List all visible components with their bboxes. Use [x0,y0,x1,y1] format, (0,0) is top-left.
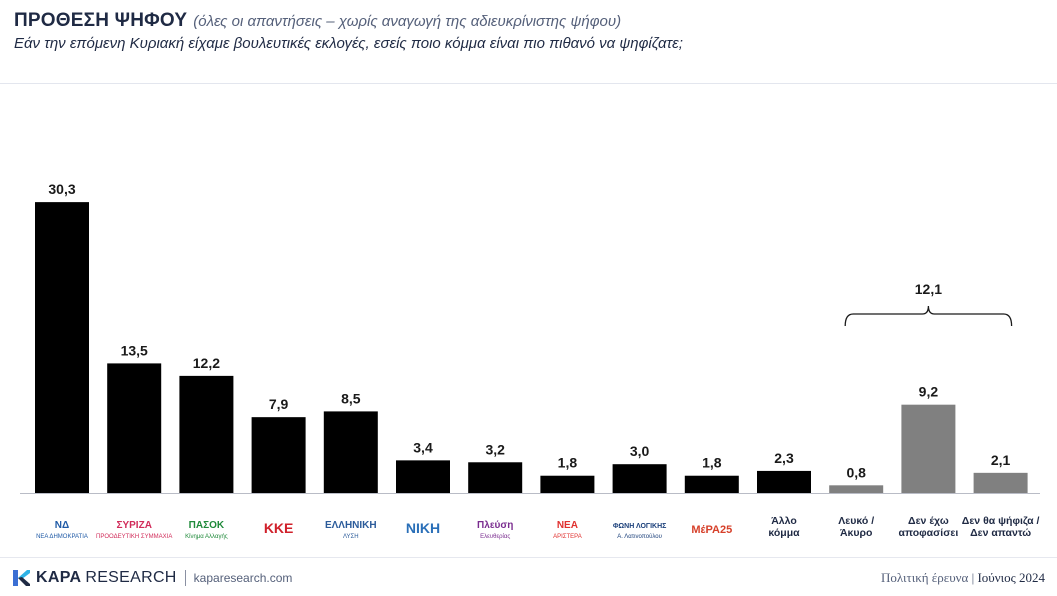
data-label: 0,8 [846,464,866,480]
party-logo: Πλεύση [477,520,513,531]
brand: KAPA RESEARCH kaparesearch.com [12,569,292,587]
party-logo: ΦΩΝΗ ΛΟΓΙΚΗΣ [613,523,667,530]
category-label: αποφασίσει [899,527,959,539]
party-logo: ΝΙΚΗ [406,520,440,536]
category-label: Άκυρο [840,527,872,539]
footer: KAPA RESEARCH kaparesearch.com Πολιτική … [0,557,1057,596]
brand-name: KAPA [36,569,82,586]
category-label: Δεν θα ψήφιζα / [962,515,1040,527]
data-label: 7,9 [269,396,289,412]
bar [35,202,89,493]
party-logo: ΠΑΣΟΚ [189,520,225,531]
survey-question: Εάν την επόμενη Κυριακή είχαμε βουλευτικ… [14,35,683,52]
bar [829,485,884,493]
bar [973,472,1028,493]
footer-meta: Πολιτική έρευνα | Ιούνιος 2024 [880,570,1045,585]
bracket-label: 12,1 [915,281,942,297]
data-label: 8,5 [341,390,361,406]
bar [323,411,378,493]
bar [107,363,162,493]
category-label: κόμμα [768,527,800,539]
category-label: Δεν έχω [908,515,949,527]
bar [396,460,450,493]
data-label: 2,1 [991,452,1011,468]
party-logo: ΝΕΑ ΔΗΜΟΚΡΑΤΙΑ [36,534,88,540]
party-logo: ΜέΡΑ25 [691,524,732,536]
data-label: 1,8 [558,455,578,471]
party-logo: ΣΥΡΙΖΑ [116,520,151,531]
party-logo: Ελευθερίας [480,534,510,540]
survey-date: Ιούνιος 2024 [977,570,1045,585]
bar [179,375,234,493]
party-logo: ΝΕΑ [557,520,578,531]
data-label: 3,2 [485,441,505,457]
data-label: 12,2 [193,355,220,371]
chart-title: ΠΡΟΘΕΣΗ ΨΗΦΟΥ [14,10,188,31]
category-label: Άλλο [771,515,797,527]
data-label: 2,3 [774,450,794,466]
bar [901,404,956,493]
survey-type: Πολιτική έρευνα [880,570,969,585]
bar [684,475,739,493]
category-label: Δεν απαντώ [970,527,1031,539]
party-logo: Κίνημα Αλλαγής [185,533,228,540]
bar [468,462,523,493]
data-label: 3,0 [630,443,650,459]
party-logo: Α. Λατινοπούλου [617,534,662,540]
party-logo: ΛΥΣΗ [343,534,359,540]
party-logo: ΝΔ [55,520,69,531]
data-label: 30,3 [48,181,75,197]
bracket [844,305,1013,327]
brand-url: kaparesearch.com [193,571,293,585]
party-logo: ΑΡΙΣΤΕΡΑ [553,534,582,540]
title-line: ΠΡΟΘΕΣΗ ΨΗΦΟΥ (όλες οι απαντήσεις – χωρίς… [14,10,1047,32]
data-label: 3,4 [413,439,433,455]
kapa-logo-icon [13,570,30,586]
category-label: Λευκό / [838,515,874,527]
bar [251,417,306,493]
brand-separator [184,570,186,586]
party-logo: ΕΛΛΗΝΙΚΗ [325,520,377,531]
party-logo: ΚΚΕ [264,520,294,536]
brand-research: RESEARCH [85,569,177,586]
data-label: 13,5 [121,342,148,358]
header: ΠΡΟΘΕΣΗ ΨΗΦΟΥ (όλες οι απαντήσεις – χωρίς… [14,10,1047,52]
bar [540,475,595,493]
chart-subtitle: (όλες οι απαντήσεις – χωρίς αναγωγή της … [193,13,622,30]
bar [612,464,667,493]
data-label: 1,8 [702,455,722,471]
vote-intention-chart: 30,3 ΝΔ ΝΕΑ ΔΗΜΟΚΡΑΤΙΑ 13,5 ΣΥΡΙΖΑ ΠΡΟΟΔΕΥΤΙΚ… [20,181,1040,540]
party-logo: ΠΡΟΟΔΕΥΤΙΚΗ ΣΥΜΜΑΧΙΑ [96,534,172,540]
header-divider [0,83,1057,84]
bar [757,470,811,493]
data-label: 9,2 [919,384,939,400]
